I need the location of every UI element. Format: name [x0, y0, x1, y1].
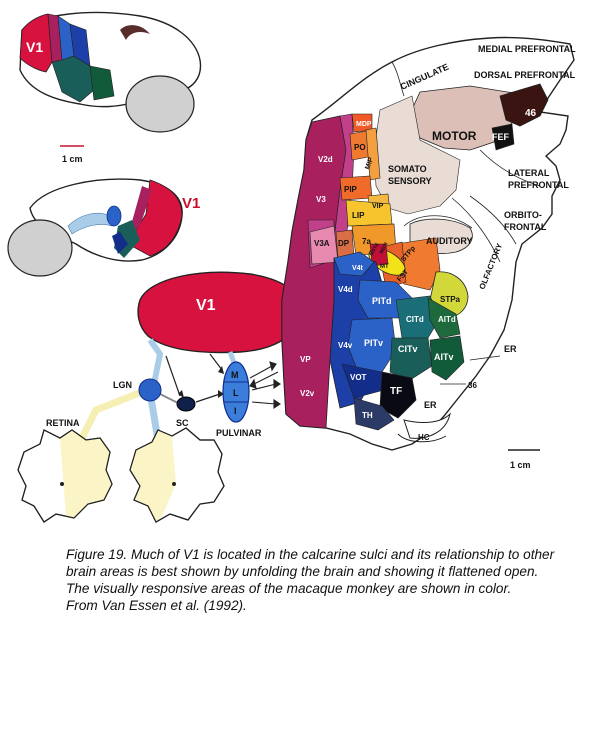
- medial-prefrontal-label: MEDIAL PREFRONTAL: [478, 44, 576, 54]
- caption-line-3: The visually responsive areas of the mac…: [66, 581, 512, 596]
- v1-big-label: V1: [196, 297, 216, 314]
- 7a-label: 7a: [362, 237, 371, 246]
- mt-label: MT: [380, 264, 389, 270]
- pulvinar-i-label: I: [234, 406, 237, 416]
- fef-label: FEF: [492, 132, 510, 142]
- tf-label: TF: [390, 386, 402, 397]
- prefrontal-label: PREFRONTAL: [508, 180, 569, 190]
- citv-label: CITv: [398, 344, 418, 354]
- th-label: TH: [362, 411, 373, 420]
- lgn-label: LGN: [113, 380, 132, 390]
- v4v-label: V4v: [338, 341, 353, 350]
- pip-label: PIP: [344, 185, 358, 194]
- somato-label: SOMATO: [388, 164, 427, 174]
- figure-caption: Figure 19. Much of V1 is located in the …: [66, 546, 576, 614]
- sensory-label: SENSORY: [388, 176, 432, 186]
- mstl-label: MSTl: [379, 241, 390, 255]
- sc-label: SC: [176, 418, 189, 428]
- motor-label: MOTOR: [432, 129, 477, 143]
- dp-label: DP: [338, 239, 350, 248]
- v3-label: V3: [316, 195, 326, 204]
- brain-map-figure: V1 1 cm V1 V1 LGN SC: [7, 11, 576, 523]
- lip-label: LIP: [352, 211, 365, 220]
- v4t-label: V4t: [352, 265, 364, 272]
- pitv-label: PITv: [364, 338, 383, 348]
- hc-label: HC: [418, 433, 430, 442]
- er-label-right: ER: [504, 344, 517, 354]
- pulvinar-m-label: M: [231, 370, 239, 380]
- vp-label: VP: [300, 355, 311, 364]
- orbito-label: ORBITO-: [504, 210, 542, 220]
- flattened-cortex-map: MEDIAL PREFRONTAL DORSAL PREFRONTAL CING…: [281, 36, 576, 451]
- pulvinar-l-label: L: [233, 388, 239, 398]
- area-46-label: 46: [525, 108, 537, 119]
- mip-label: MIP: [364, 156, 375, 170]
- caption-line-1: Figure 19. Much of V1 is located in the …: [66, 547, 555, 562]
- area-36-label: 36: [468, 381, 477, 390]
- aitv-label: AITv: [434, 352, 454, 362]
- visual-pathway-diagram: V1 LGN SC M L I PULVINAR: [17, 271, 302, 523]
- lateral-brain-view: V1: [19, 11, 202, 133]
- po-label: PO: [354, 143, 366, 152]
- retina-label: RETINA: [46, 418, 80, 428]
- er-label-lower: ER: [424, 400, 437, 410]
- dorsal-prefrontal-label: DORSAL PREFRONTAL: [474, 70, 576, 80]
- v4d-label: V4d: [338, 285, 353, 294]
- scale-right-label: 1 cm: [510, 460, 531, 470]
- citd-label: CITd: [406, 315, 424, 324]
- v2v-label: V2v: [300, 389, 315, 398]
- lateral-label: LATERAL: [508, 168, 550, 178]
- mdp-label: MDP: [356, 121, 372, 128]
- v1-top-label: V1: [26, 39, 43, 55]
- vip-label: VIP: [372, 203, 384, 210]
- medial-brain-view: V1: [7, 178, 200, 277]
- auditory-label: AUDITORY: [426, 236, 473, 246]
- caption-line-4: From Van Essen et al. (1992).: [66, 598, 247, 613]
- v1-mid-label: V1: [182, 195, 200, 212]
- aitd-label: AITd: [438, 315, 456, 324]
- frontal-label: FRONTAL: [504, 222, 547, 232]
- scale-left-label: 1 cm: [62, 154, 83, 164]
- vot-label: VOT: [350, 373, 367, 382]
- stpa-label: STPa: [440, 295, 461, 304]
- v2d-label: V2d: [318, 155, 333, 164]
- pitd-label: PITd: [372, 296, 392, 306]
- pulvinar-label: PULVINAR: [216, 428, 262, 438]
- caption-line-2: brain areas is best shown by unfolding t…: [66, 564, 539, 579]
- v3a-label: V3A: [314, 239, 330, 248]
